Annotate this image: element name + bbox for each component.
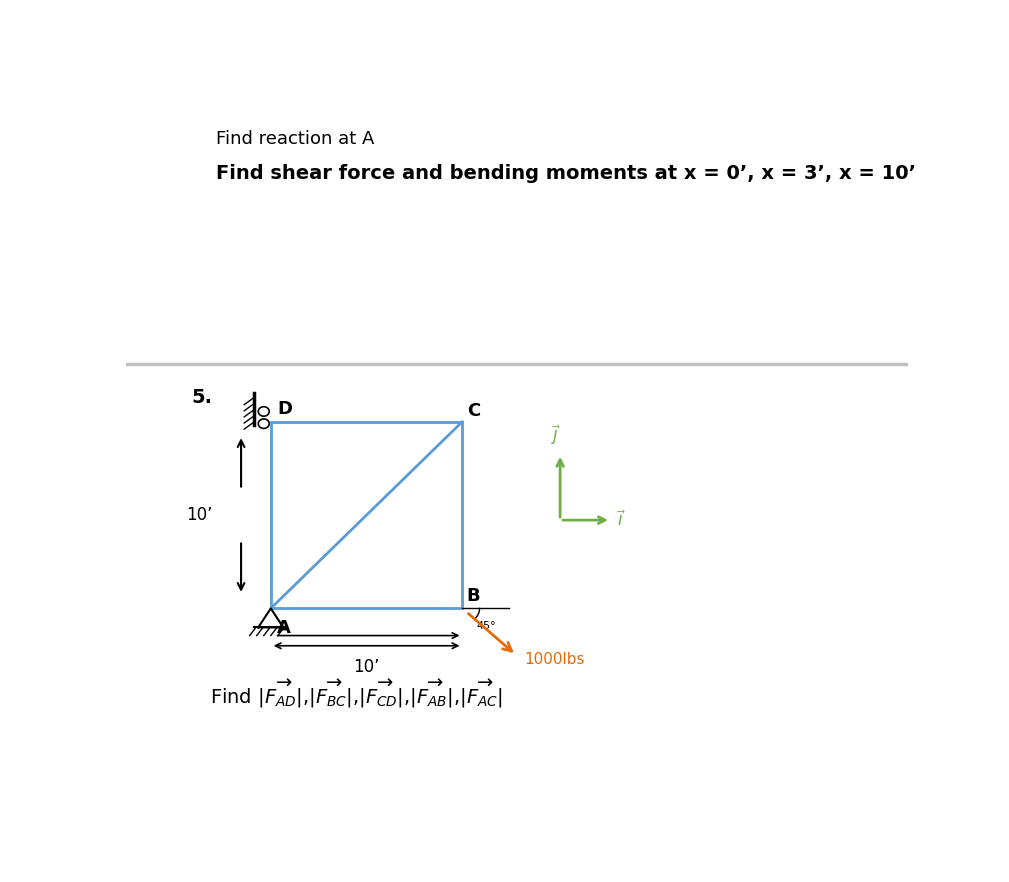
- Text: Find $|\overrightarrow{F_{AD}}|$,$|\overrightarrow{F_{BC}}|$,$|\overrightarrow{F: Find $|\overrightarrow{F_{AD}}|$,$|\over…: [210, 677, 502, 710]
- Text: 5.: 5.: [191, 388, 212, 407]
- Text: D: D: [277, 400, 292, 418]
- Text: Find shear force and bending moments at x = 0’, x = 3’, x = 10’: Find shear force and bending moments at …: [216, 163, 916, 183]
- Text: $\vec{\imath}$: $\vec{\imath}$: [618, 511, 627, 530]
- Text: 10’: 10’: [353, 658, 379, 676]
- Text: A: A: [277, 618, 291, 637]
- Text: 45°: 45°: [476, 621, 496, 631]
- Text: Find reaction at A: Find reaction at A: [216, 130, 374, 147]
- Text: $\vec{\jmath}$: $\vec{\jmath}$: [551, 423, 561, 447]
- Text: B: B: [466, 587, 480, 605]
- Text: 10’: 10’: [186, 506, 212, 524]
- Text: C: C: [467, 401, 480, 420]
- Text: 1000lbs: 1000lbs: [524, 652, 584, 667]
